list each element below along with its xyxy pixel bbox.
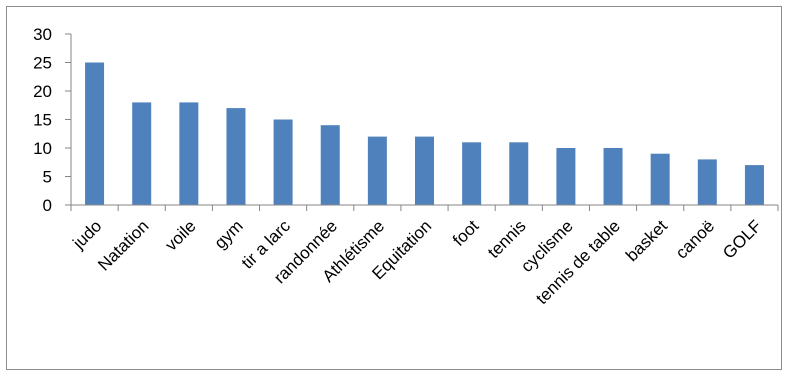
y-axis-ticks: 0 5 10 15 20 25 30 [33, 25, 71, 215]
y-tick-label: 0 [43, 196, 52, 215]
x-category-label: voile [162, 216, 200, 254]
x-category-label: canoë [672, 216, 718, 262]
y-tick-label: 20 [33, 82, 52, 101]
bar [603, 148, 623, 205]
y-tick-label: 30 [33, 25, 52, 44]
bar [697, 159, 717, 205]
bar [650, 153, 670, 205]
bar [415, 136, 434, 205]
x-category-label: tennis [484, 216, 530, 262]
y-tick-label: 5 [43, 168, 52, 187]
bar [273, 119, 293, 205]
bars [85, 62, 764, 205]
bar [226, 108, 246, 205]
x-category-label: judo [69, 216, 106, 253]
x-category-label: gym [211, 216, 247, 252]
x-category-label: basket [622, 216, 671, 265]
bar [462, 142, 482, 205]
x-category-label: tennis de table [532, 216, 624, 308]
y-tick-label: 10 [33, 139, 52, 158]
y-tick-label: 15 [33, 111, 52, 130]
bar [320, 125, 340, 205]
bar [744, 165, 764, 205]
x-category-label: GOLF [719, 216, 765, 262]
bar [509, 142, 529, 205]
bar [179, 102, 199, 205]
y-tick-label: 25 [33, 54, 52, 73]
bar [85, 62, 105, 205]
bar [556, 148, 576, 205]
x-category-label: Natation [94, 216, 152, 274]
bar [367, 136, 387, 205]
axes [70, 34, 779, 211]
x-category-label: foot [449, 216, 483, 250]
bar [132, 102, 152, 205]
